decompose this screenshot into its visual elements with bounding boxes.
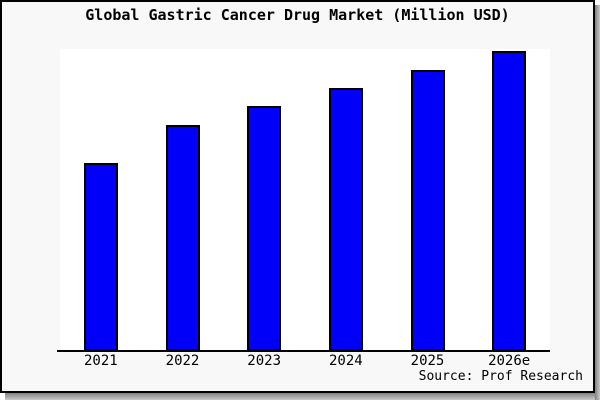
x-tick-label-2021: 2021 [83,353,118,369]
source-credit: Source: Prof Research [418,369,583,384]
frame-drop-shadow-bottom [5,393,595,400]
frame-drop-shadow-right [595,5,600,400]
x-tick-label-2024: 2024 [328,353,363,369]
bar-2022 [165,125,200,351]
x-axis-line [57,349,550,352]
bar-2023 [247,106,282,351]
chart-title: Global Gastric Cancer Drug Market (Milli… [85,6,510,24]
bar-2024 [328,87,363,351]
x-tick-label-2022: 2022 [165,353,200,369]
bar-2026e [492,51,527,351]
x-tick-label-2025: 2025 [410,353,445,369]
bar-2021 [83,162,118,351]
x-tick-label-2026e: 2026e [488,353,531,369]
x-tick-label-2023: 2023 [247,353,282,369]
plot-area [60,49,550,351]
bar-2025 [410,69,445,351]
